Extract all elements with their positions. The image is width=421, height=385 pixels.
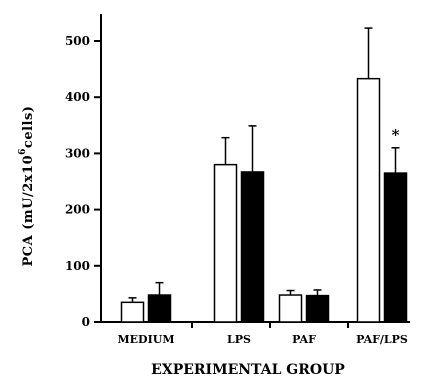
y-tick-label: 400 (65, 90, 90, 104)
bar (213, 163, 238, 323)
bar (240, 171, 265, 323)
bar (356, 77, 381, 323)
category-label: LPS (227, 333, 251, 346)
y-tick-label: 200 (65, 203, 90, 217)
category-label: MEDIUM (117, 333, 174, 346)
bar (278, 294, 303, 323)
category-label: PAF/LPS (356, 333, 408, 346)
category-label: PAF (292, 333, 316, 346)
y-tick-label: 300 (65, 146, 90, 160)
x-axis-label: EXPERIMENTAL GROUP (151, 362, 345, 378)
significance-annotation: * (392, 126, 400, 144)
y-axis-label: PCA (mU/2x106cells) (18, 106, 36, 267)
bar (383, 172, 408, 323)
bar (305, 294, 330, 323)
bar (120, 301, 145, 323)
bar (147, 294, 172, 323)
y-tick-label: 0 (82, 315, 90, 329)
labels: 0 100 200 300 400 500 MEDIUM LPS PAF PAF/LPS * (65, 34, 408, 346)
y-tick-label: 100 (65, 259, 90, 273)
y-tick-label: 500 (65, 34, 90, 48)
bars (120, 27, 408, 323)
